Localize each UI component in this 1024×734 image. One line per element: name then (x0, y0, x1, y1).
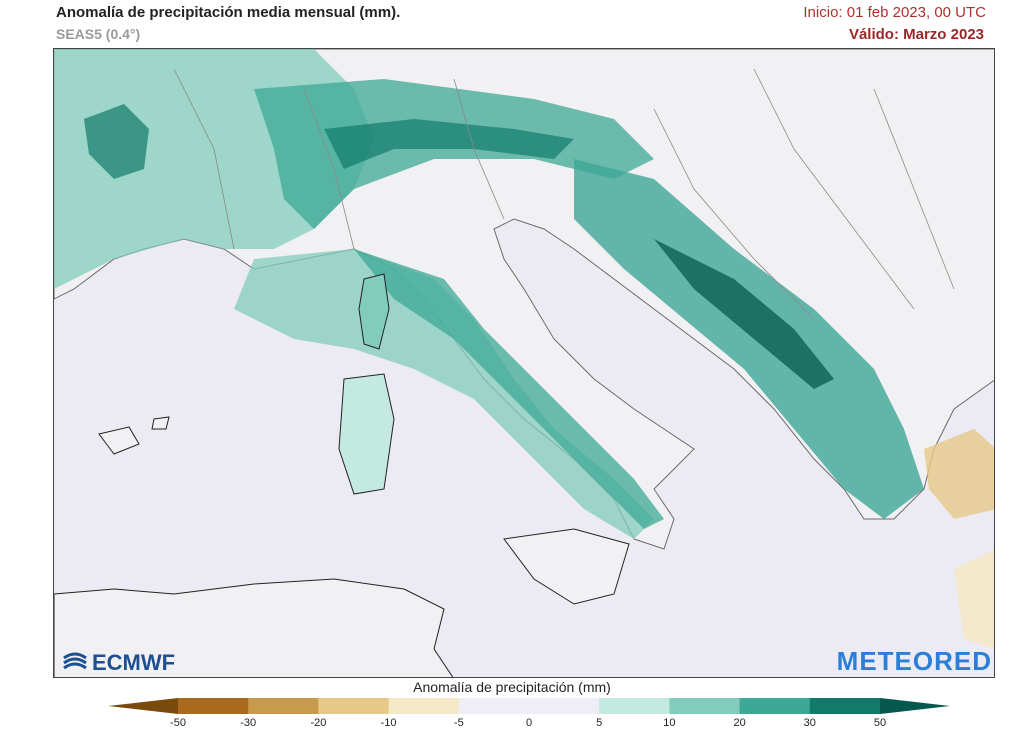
legend-tick-label: -50 (170, 717, 186, 729)
ecmwf-logo: ECMWF (60, 650, 175, 676)
colorbar-segment (529, 698, 600, 714)
ecmwf-logo-text: ECMWF (92, 650, 176, 675)
legend-colorbar (108, 698, 950, 714)
legend-tick-label: 20 (733, 717, 746, 729)
meteored-logo: METEORED (836, 646, 992, 676)
colorbar-segment (458, 698, 530, 714)
legend-tick-label: 50 (873, 717, 887, 729)
colorbar-segment (669, 698, 741, 714)
country-borders (173, 68, 955, 320)
colorbar-segment (318, 698, 390, 714)
north-africa (54, 578, 454, 677)
legend-tick-label: 5 (596, 717, 603, 729)
init-date: Inicio: 01 feb 2023, 00 UTC (803, 4, 986, 21)
colorbar-segment (599, 698, 670, 714)
anomaly-10-tyrrhenian (234, 249, 654, 539)
colorbar-segment-max (880, 698, 950, 714)
sicily-island (503, 528, 630, 605)
anomaly-30-alps-core (324, 119, 574, 169)
anomaly-20-alps (254, 79, 654, 229)
legend-tick-label: 30 (803, 717, 816, 729)
anomaly-20-apennines (354, 249, 664, 529)
colorbar-segment (809, 698, 881, 714)
anomaly-negative-greece (924, 429, 994, 519)
map-title: Anomalía de precipitación media mensual … (56, 4, 401, 21)
balearic-islands (98, 416, 170, 455)
anomaly-30-dinarides-core (654, 239, 834, 389)
colorbar-segment (388, 698, 460, 714)
valid-date: Válido: Marzo 2023 (848, 26, 984, 43)
legend-tick-label: 10 (663, 717, 676, 729)
model-subtitle: SEAS5 (0.4°) (56, 26, 141, 42)
precipitation-anomaly-map (53, 48, 995, 678)
colorbar-segment-min (108, 698, 178, 714)
ecmwf-swirl-icon (63, 652, 87, 670)
legend-tick-label: -30 (240, 717, 257, 729)
colorbar-segment (248, 698, 319, 714)
corsica-island (358, 273, 390, 350)
legend-tick-label: -5 (453, 717, 464, 729)
colorbar-segment (739, 698, 811, 714)
anomaly-30-west-blob (84, 104, 149, 179)
sardinia-island (338, 373, 395, 495)
legend-tick-label: 0 (525, 717, 533, 729)
legend-tick-label: -20 (310, 717, 327, 729)
anomaly-negative-aegean (954, 549, 994, 649)
anomaly-20-dinarides (574, 159, 924, 519)
legend-tick-label: -10 (380, 717, 397, 729)
colorbar-segment (178, 698, 249, 714)
map-canvas (54, 49, 994, 677)
legend-title: Anomalía de precipitación (mm) (413, 679, 611, 695)
